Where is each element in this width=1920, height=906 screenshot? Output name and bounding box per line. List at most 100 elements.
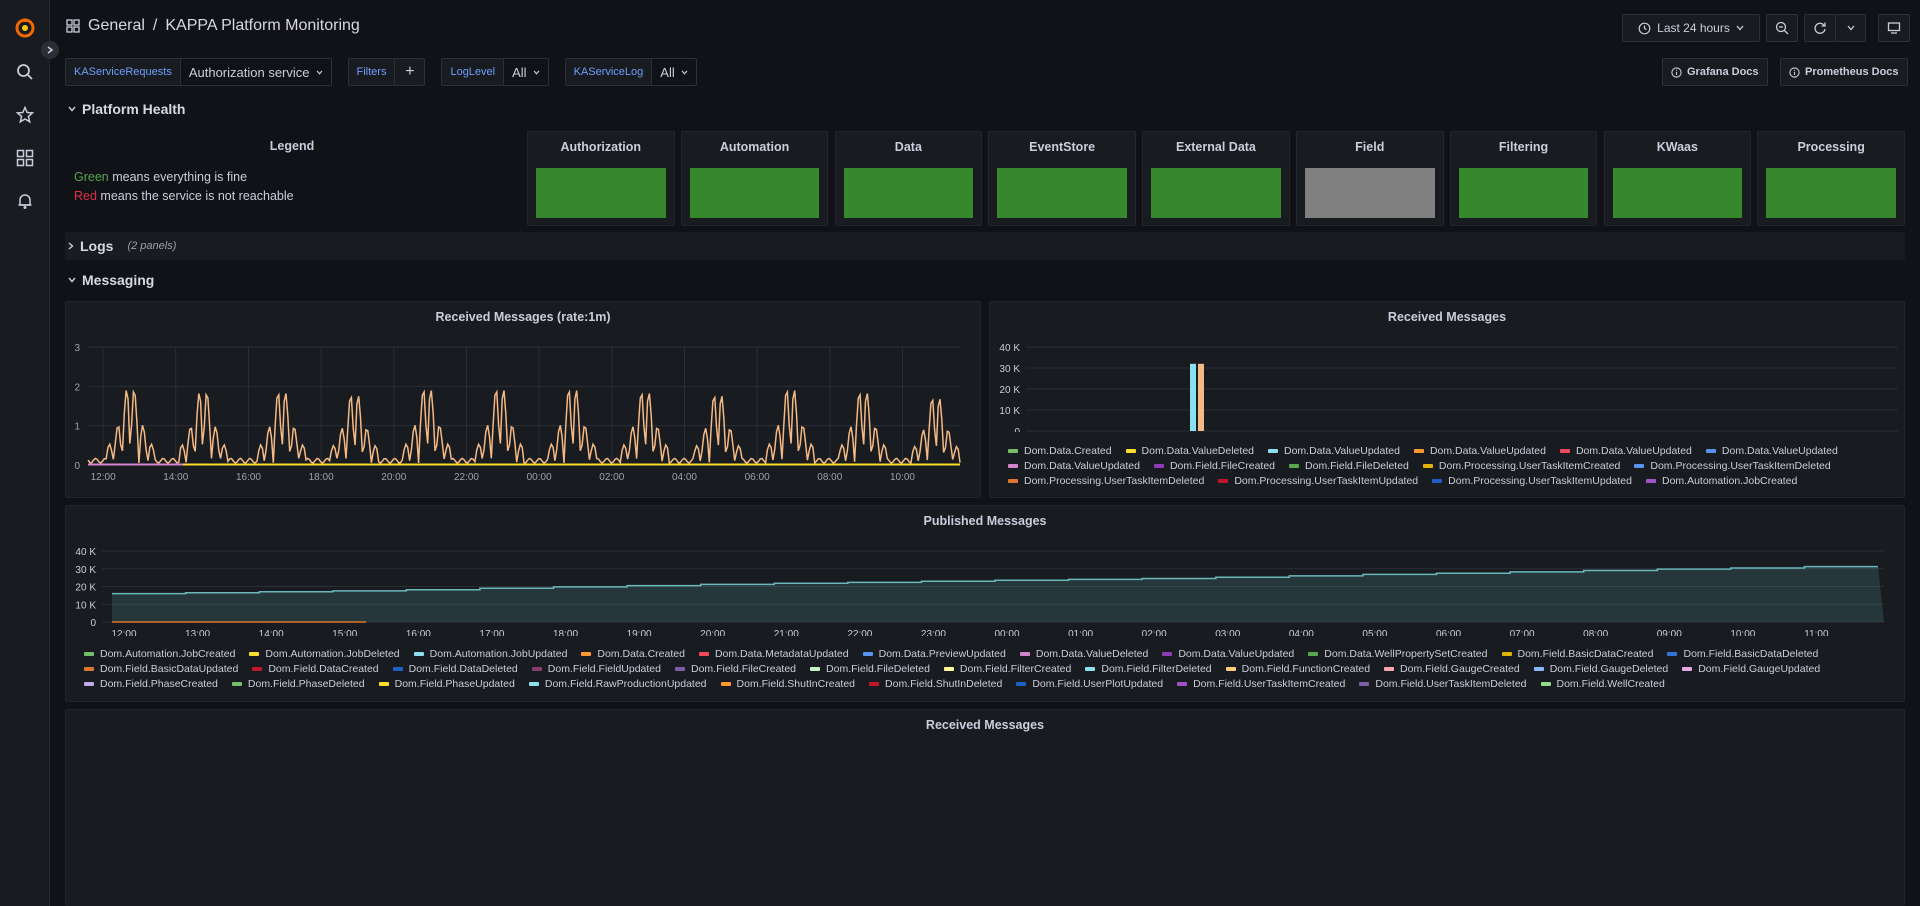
var-kaservicelog-select[interactable]: All [652,58,697,86]
panel-received-rate: Received Messages (rate:1m) 0 1 2 3 12:00 14:… [65,301,981,498]
legend-item[interactable]: Dom.Field.FileCreated [674,663,797,675]
time-picker-button[interactable]: Last 24 hours [1622,14,1760,42]
prometheus-docs-link[interactable]: Prometheus Docs [1780,58,1908,86]
legend-swatch [1308,652,1319,656]
dashboards-grid-icon[interactable] [13,146,37,170]
expand-menu-button[interactable] [41,41,59,59]
legend-item[interactable]: Dom.Data.Created [581,648,685,660]
status-panel-title[interactable]: Data [894,140,922,154]
legend-item[interactable]: Dom.Field.FileDeleted [810,663,930,675]
legend-label: Dom.Field.FileCreated [690,663,797,675]
legend-swatch [1359,682,1370,686]
legend-label: Dom.Field.PhaseDeleted [247,678,365,690]
tv-mode-button[interactable] [1878,14,1910,42]
legend-item[interactable]: Dom.Field.FieldUpdated [531,663,661,675]
panel-title[interactable]: Received Messages (rate:1m) [435,310,611,324]
refresh-interval-dropdown[interactable] [1836,14,1866,42]
panel-title[interactable]: Received Messages [925,718,1045,732]
legend-item[interactable]: Dom.Field.FilterDeleted [1085,663,1212,675]
legend-item[interactable]: Dom.Field.DataCreated [252,663,379,675]
legend-item[interactable]: Dom.Field.PhaseUpdated [378,678,515,690]
var-kaservicelog: KAServiceLog All [564,58,697,86]
status-panel-title[interactable]: Automation [719,140,790,154]
add-filter-button[interactable]: + [395,58,426,86]
legend-item[interactable]: Dom.Processing.UserTaskItemUpdated [1218,475,1418,487]
legend-item[interactable]: Dom.Field.WellCreated [1540,678,1665,690]
legend-item[interactable]: Dom.Field.PhaseCreated [84,678,218,690]
legend-item[interactable]: Dom.Data.PreviewUpdated [862,648,1006,660]
status-panel-title[interactable]: Field [1355,140,1385,154]
legend-item[interactable]: Dom.Data.ValueUpdated [1162,648,1294,660]
panel-title[interactable]: Received Messages [1387,310,1507,324]
refresh-button[interactable] [1804,14,1836,42]
legend-item[interactable]: Dom.Field.GaugeDeleted [1533,663,1668,675]
star-icon[interactable] [13,103,37,127]
legend-item[interactable]: Dom.Data.ValueDeleted [1125,445,1254,457]
legend-item[interactable]: Dom.Field.BasicDataDeleted [1667,648,1818,660]
status-panel-title[interactable]: Filtering [1498,140,1549,154]
legend-item[interactable]: Dom.Field.BasicDataCreated [1501,648,1653,660]
legend-item[interactable]: Dom.Processing.UserTaskItemUpdated [1432,475,1632,487]
legend-item[interactable]: Dom.Data.ValueUpdated [1008,460,1140,472]
legend-item[interactable]: Dom.Field.FileCreated [1153,460,1275,472]
row-platform-health[interactable]: Platform Health [68,101,185,117]
panel-title[interactable]: Published Messages [923,514,1047,528]
row-logs[interactable]: Logs (2 panels) [68,238,176,254]
legend-item[interactable]: Dom.Automation.JobDeleted [249,648,400,660]
legend-item[interactable]: Dom.Processing.UserTaskItemDeleted [1008,475,1204,487]
legend-item[interactable]: Dom.Processing.UserTaskItemCreated [1422,460,1620,472]
series-line [87,389,961,465]
legend-item[interactable]: Dom.Data.ValueDeleted [1019,648,1148,660]
row-messaging[interactable]: Messaging [68,272,154,288]
legend-item[interactable]: Dom.Data.Created [1008,445,1112,457]
legend-item[interactable]: Dom.Field.FunctionCreated [1225,663,1370,675]
legend-item[interactable]: Dom.Field.GaugeUpdated [1682,663,1820,675]
legend-item[interactable]: Dom.Automation.JobCreated [84,648,235,660]
legend-item[interactable]: Dom.Field.FilterCreated [943,663,1071,675]
legend-swatch [392,667,403,671]
zoom-out-button[interactable] [1766,14,1798,42]
legend-item[interactable]: Dom.Data.ValueUpdated [1268,445,1400,457]
legend-item[interactable]: Dom.Processing.UserTaskItemDeleted [1634,460,1831,472]
legend-item[interactable]: Dom.Field.FileDeleted [1289,460,1409,472]
legend-item[interactable]: Dom.Field.GaugeCreated [1384,663,1520,675]
legend-item[interactable]: Dom.Automation.JobUpdated [413,648,568,660]
var-kaservicerequests-select[interactable]: Authorization service [180,58,332,86]
status-panel-title[interactable]: EventStore [1029,140,1096,154]
legend-swatch [943,667,954,671]
legend-item[interactable]: Dom.Field.UserPlotUpdated [1016,678,1163,690]
search-icon[interactable] [13,60,37,84]
status-panel-title[interactable]: External Data [1175,140,1256,154]
legend-item[interactable]: Dom.Field.RawProductionUpdated [528,678,707,690]
legend-item[interactable]: Dom.Automation.JobCreated [1645,475,1797,487]
legend-label: Dom.Field.PhaseUpdated [394,678,515,690]
legend-item[interactable]: Dom.Data.MetadataUpdated [698,648,849,660]
legend-item[interactable]: Dom.Data.WellPropertySetCreated [1308,648,1488,660]
legend-item[interactable]: Dom.Field.UserTaskItemCreated [1177,678,1345,690]
grafana-docs-link[interactable]: Grafana Docs [1662,58,1768,86]
grafana-logo-icon[interactable] [13,16,37,40]
legend-item[interactable]: Dom.Data.ValueUpdated [1705,445,1838,457]
var-loglevel-select[interactable]: All [504,58,549,86]
legend-item[interactable]: Dom.Field.DataDeleted [392,663,518,675]
status-indicator [997,168,1127,218]
status-panel-title[interactable]: KWaas [1656,140,1698,154]
legend-label: Dom.Data.WellPropertySetCreated [1324,648,1488,660]
dashboard-title[interactable]: KAPPA Platform Monitoring [165,17,360,34]
legend-item[interactable]: Dom.Field.BasicDataUpdated [84,663,238,675]
legend-item[interactable]: Dom.Data.ValueUpdated [1413,445,1546,457]
breadcrumb-folder[interactable]: General [88,17,145,34]
legend-item[interactable]: Dom.Field.ShutInDeleted [869,678,1002,690]
bell-icon[interactable] [13,189,37,213]
legend-swatch [231,682,242,686]
legend-item[interactable]: Dom.Field.ShutInCreated [720,678,855,690]
status-panel-title[interactable]: Processing [1797,140,1865,154]
legend-swatch [1019,652,1030,656]
legend-item[interactable]: Dom.Field.UserTaskItemDeleted [1359,678,1527,690]
legend-item[interactable]: Dom.Data.ValueUpdated [1559,445,1692,457]
legend-label: Dom.Automation.JobUpdated [429,648,568,660]
status-panel-title[interactable]: Authorization [560,140,642,154]
legend-swatch [862,652,873,656]
legend-item[interactable]: Dom.Field.PhaseDeleted [231,678,365,690]
x-tick-label: 00:00 [994,629,1019,636]
